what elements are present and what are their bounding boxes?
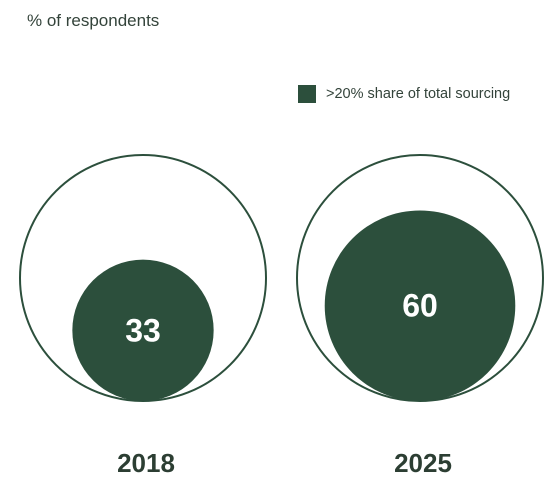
category-label-2025: 2025 xyxy=(394,448,452,478)
value-circle-2025 xyxy=(324,210,516,401)
value-label-2025: 60 xyxy=(402,288,438,324)
legend-label: >20% share of total sourcing xyxy=(326,86,511,102)
value-circle-2018 xyxy=(72,259,214,401)
legend: >20% share of total sourcing xyxy=(298,85,510,103)
y-axis-label: % of respondents xyxy=(27,11,160,30)
category-label-2018: 2018 xyxy=(117,448,175,478)
value-label-2018: 33 xyxy=(125,312,161,348)
legend-swatch xyxy=(298,85,316,103)
